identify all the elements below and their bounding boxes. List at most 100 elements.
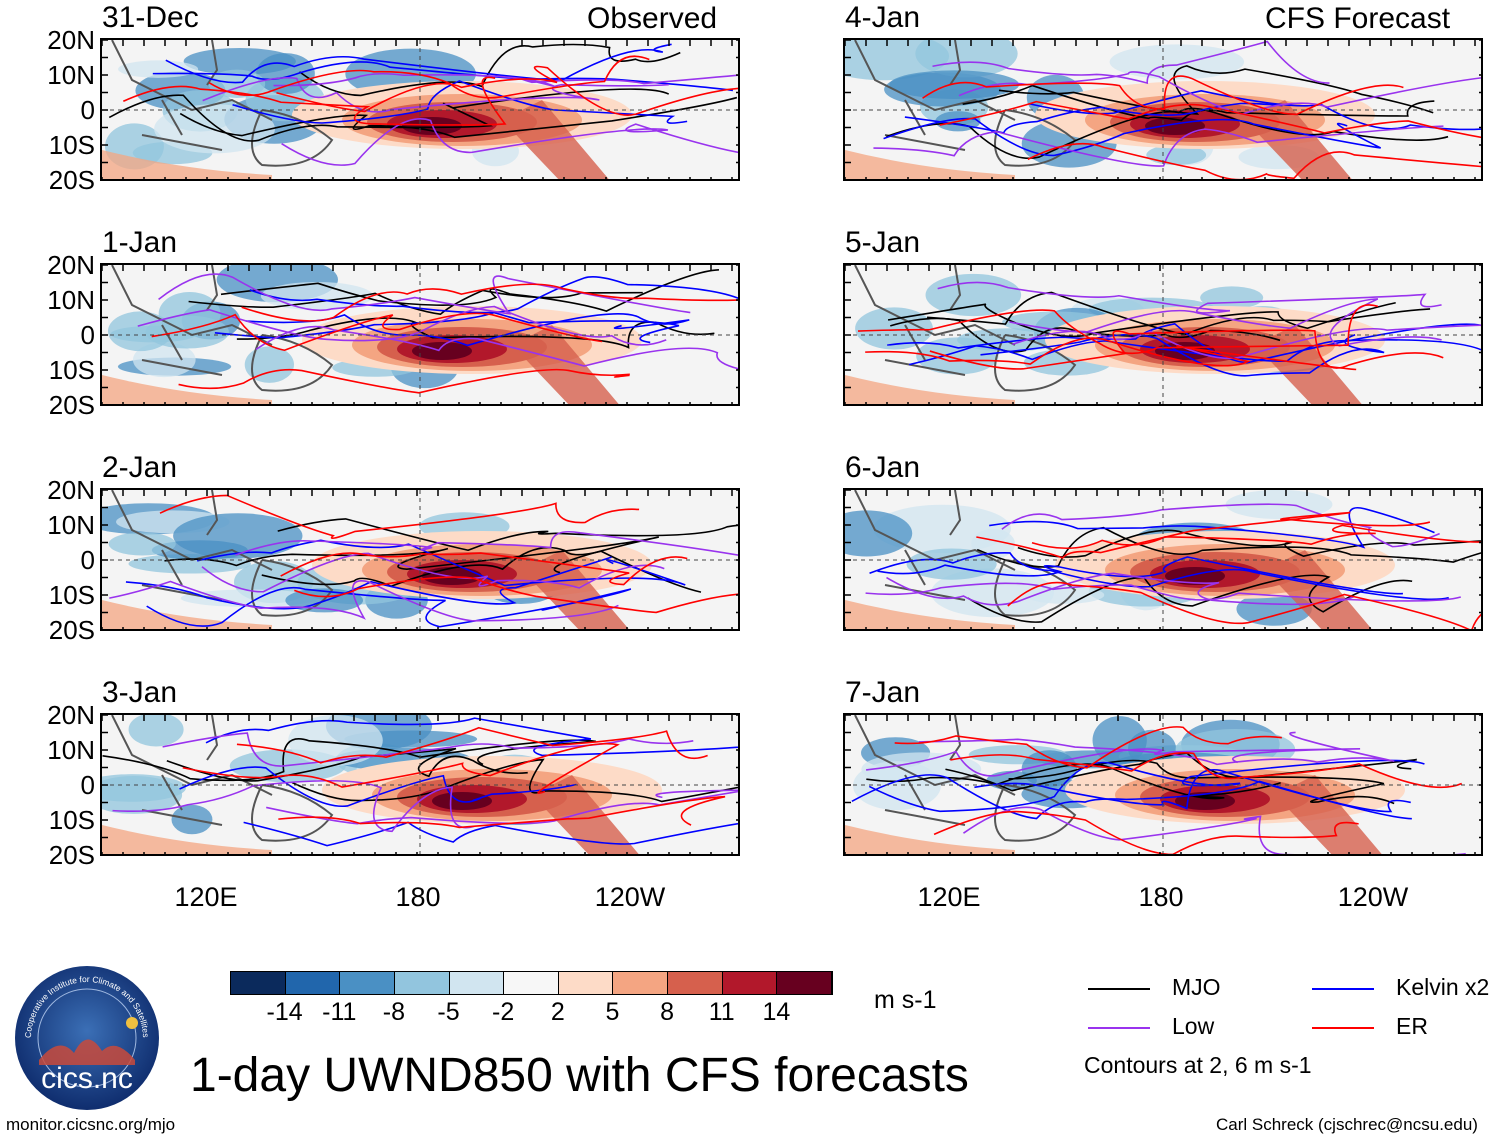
- easterly-anomaly-area: [1092, 716, 1147, 765]
- wave-filter-contour: [220, 269, 719, 312]
- coastline: [854, 715, 1077, 842]
- easterly-anomaly-area: [925, 273, 1022, 317]
- colorbar-tick-label: 14: [762, 998, 791, 1026]
- westerly-anomaly-band: [512, 325, 619, 404]
- wave-filter-contour: [151, 312, 603, 352]
- easterly-anomaly-area: [915, 40, 1018, 78]
- wave-filter-contour: [235, 531, 738, 556]
- wave-filter-contour: [877, 556, 1403, 595]
- colorbar-tick-label: -5: [437, 998, 460, 1026]
- wave-filter-contour: [883, 117, 1382, 157]
- easterly-anomaly-area: [957, 328, 1062, 352]
- lat-label: 20N: [47, 475, 95, 505]
- uwnd-map-panel: [100, 713, 740, 856]
- westerly-anomaly-band: [522, 550, 629, 629]
- wave-filter-contour: [1001, 503, 1440, 548]
- colorbar-swatch: [394, 972, 450, 994]
- wave-filter-contour: [869, 552, 1449, 601]
- wave-filter-contour: [188, 289, 643, 316]
- wave-filter-contour: [112, 779, 475, 833]
- westerly-anomaly-area: [102, 825, 272, 854]
- wave-filter-contour: [866, 748, 1361, 777]
- wave-filter-contour: [980, 333, 1385, 377]
- legend-note: Contours at 2, 6 m s-1: [1084, 1052, 1312, 1078]
- lat-label: 20S: [48, 615, 95, 645]
- lat-label: 0: [80, 545, 95, 575]
- panel-date-1: 31-Dec: [102, 1, 199, 34]
- uwnd-map-panel: [100, 488, 740, 631]
- colorbar-tick-label: -11: [322, 998, 357, 1026]
- wave-filter-contour: [159, 494, 640, 540]
- wave-filter-contour: [261, 546, 702, 593]
- wave-filter-contour: [278, 795, 726, 829]
- wave-filter-contour: [164, 536, 660, 574]
- panel-date-3: 2-Jan: [102, 451, 178, 484]
- easterly-anomaly-area: [931, 568, 1054, 618]
- panel-date-6: 5-Jan: [845, 226, 921, 259]
- lat-label: 20N: [47, 250, 95, 280]
- wave-filter-contour: [967, 574, 1413, 623]
- easterly-anomaly-area: [1200, 286, 1264, 309]
- easterly-anomaly-area: [180, 589, 319, 607]
- uwnd-map-panel: [843, 263, 1483, 406]
- colorbar-tick-label: 8: [660, 998, 675, 1026]
- wave-filter-contour: [202, 77, 669, 113]
- legend-line-mjo: [1088, 988, 1150, 990]
- legend-line-er: [1312, 1027, 1374, 1029]
- westerly-anomaly-band: [532, 775, 639, 854]
- wave-filter-contour: [998, 65, 1434, 115]
- easterly-anomaly-area: [1109, 44, 1245, 80]
- wave-filter-contour: [214, 311, 680, 344]
- easterly-anomaly-area: [173, 513, 303, 559]
- wave-filter-contour: [933, 810, 1359, 854]
- wave-filter-contour: [929, 329, 1444, 370]
- wave-filter-contour: [937, 281, 1442, 314]
- wave-filter-contour: [974, 768, 1411, 813]
- wave-filter-contour: [125, 556, 612, 610]
- wave-filter-contour: [166, 747, 528, 782]
- lat-label: 20N: [47, 25, 95, 55]
- panel-date-7: 6-Jan: [845, 451, 921, 484]
- easterly-anomaly-area: [108, 532, 176, 556]
- wave-filter-contour: [122, 76, 507, 126]
- logo-text: cics.nc: [41, 1062, 133, 1095]
- wave-filter-contour: [236, 726, 708, 764]
- lat-label: 0: [80, 320, 95, 350]
- uwnd-map-panel: [843, 38, 1483, 181]
- easterly-anomaly-area: [256, 53, 315, 95]
- wave-filter-contour: [137, 305, 667, 346]
- observed-column-label: Observed: [587, 2, 718, 35]
- wave-filter-contour: [205, 717, 738, 757]
- lat-label: 20N: [47, 700, 95, 730]
- easterly-anomaly-area: [128, 715, 184, 747]
- wave-filter-contour: [243, 821, 738, 847]
- westerly-anomaly-area: [102, 375, 272, 404]
- westerly-anomaly-area: [102, 150, 272, 179]
- colorbar-tick-label: -2: [492, 998, 515, 1026]
- wave-filter-contour: [1027, 142, 1481, 179]
- wave-filter-contour: [299, 43, 681, 97]
- wave-filter-contour: [273, 72, 738, 88]
- wave-filter-contour: [1007, 581, 1481, 629]
- lat-label: 20S: [48, 165, 95, 195]
- lat-label: 10N: [47, 735, 95, 765]
- coastline: [854, 490, 1077, 617]
- wave-filter-contour: [241, 283, 738, 322]
- easterly-anomaly-area: [102, 776, 183, 814]
- legend-line-low: [1088, 1027, 1150, 1029]
- figure-title: 1-day UWND850 with CFS forecasts: [190, 1049, 969, 1102]
- wave-filter-contour: [918, 731, 1395, 766]
- lat-label: 0: [80, 95, 95, 125]
- lat-label: 20S: [48, 840, 95, 870]
- colorbar-tick-label: 5: [605, 998, 620, 1026]
- wave-filter-contour: [255, 325, 738, 370]
- wave-filter-contour: [102, 738, 597, 782]
- legend-label: MJO: [1172, 974, 1221, 1000]
- wave-filter-contour: [865, 337, 1357, 371]
- wave-filter-contour: [857, 304, 1379, 355]
- footer-right: Carl Schreck (cjschrec@ncsu.edu): [1216, 1115, 1478, 1134]
- wave-filter-contour: [886, 572, 1354, 606]
- wave-filter-contour: [178, 368, 630, 394]
- colorbar-swatch: [504, 972, 559, 994]
- lat-label: 10N: [47, 285, 95, 315]
